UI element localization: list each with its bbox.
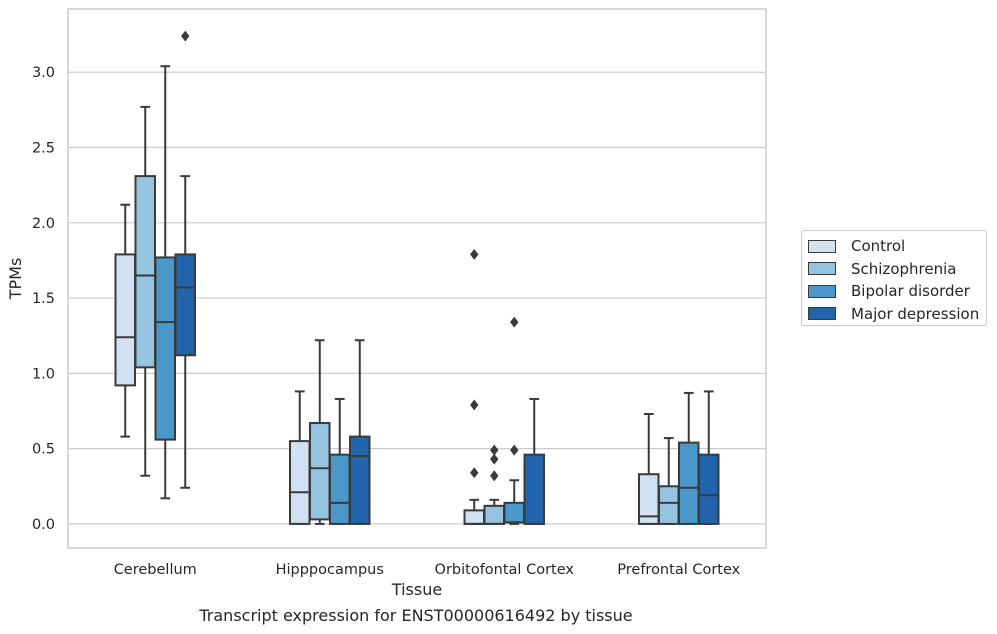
- x-tick-label: Hipppocampus: [276, 562, 384, 578]
- box-body: [349, 435, 371, 525]
- box-major-depression-prefrontal-cortex: [698, 390, 720, 525]
- box-bipolar-disorder-cerebellum: [154, 65, 176, 500]
- box-body: [134, 175, 156, 369]
- box-body: [698, 453, 720, 525]
- legend-swatch-major-depression: [808, 307, 836, 321]
- outlier-point: [470, 467, 479, 479]
- y-tick-label: 0.0: [32, 517, 55, 533]
- y-tick-label: 2.0: [32, 216, 55, 232]
- x-axis-label: Tissue: [391, 580, 442, 599]
- y-tick-label: 1.0: [32, 366, 55, 382]
- legend-label-control: Control: [851, 237, 906, 256]
- outlier-point: [490, 470, 499, 482]
- box-bipolar-disorder-orbitofontal-cortex: [503, 316, 525, 525]
- legend-label-major-depression: Major depression: [851, 304, 980, 323]
- outlier-point: [510, 316, 519, 328]
- box-body: [658, 485, 680, 525]
- box-major-depression-hipppocampus: [349, 339, 371, 525]
- box-schizophrenia-cerebellum: [134, 105, 156, 477]
- box-body: [329, 453, 351, 525]
- x-tick-label: Prefrontal Cortex: [617, 562, 740, 578]
- legend: Control Schizophrenia Bipolar disorder M…: [801, 230, 987, 326]
- legend-label-schizophrenia: Schizophrenia: [851, 259, 957, 278]
- box-body: [114, 253, 136, 387]
- outlier-point: [470, 248, 479, 260]
- x-tick-label: Cerebellum: [114, 562, 197, 578]
- box-schizophrenia-hipppocampus: [309, 339, 331, 525]
- box-control-hipppocampus: [289, 390, 311, 525]
- box-schizophrenia-prefrontal-cortex: [658, 437, 680, 525]
- legend-item-control: Control: [808, 235, 986, 258]
- legend-item-schizophrenia: Schizophrenia: [808, 258, 986, 281]
- y-tick-label: 2.5: [32, 141, 55, 157]
- box-bipolar-disorder-hipppocampus: [329, 397, 351, 525]
- box-body: [463, 509, 485, 525]
- box-control-prefrontal-cortex: [638, 413, 660, 525]
- outlier-point: [181, 30, 190, 42]
- box-control-orbitofontal-cortex: [463, 248, 485, 525]
- chart-caption: Transcript expression for ENST0000061649…: [199, 606, 633, 625]
- box-body: [503, 501, 525, 524]
- y-tick-label: 0.5: [32, 442, 55, 458]
- outlier-point: [490, 444, 499, 456]
- box-body: [289, 440, 311, 525]
- legend-swatch-bipolar-disorder: [808, 284, 836, 298]
- plot-frame: [67, 8, 767, 549]
- y-tick-label: 3.0: [32, 65, 55, 81]
- outlier-point: [490, 453, 499, 465]
- box-body: [678, 441, 700, 525]
- legend-label-bipolar-disorder: Bipolar disorder: [851, 282, 970, 301]
- legend-swatch-control: [808, 239, 836, 253]
- legend-item-major-depression: Major depression: [808, 303, 986, 326]
- box-control-cerebellum: [114, 203, 136, 438]
- y-tick-label: 1.5: [32, 291, 55, 307]
- box-major-depression-cerebellum: [174, 30, 196, 489]
- outlier-point: [510, 444, 519, 456]
- legend-item-bipolar-disorder: Bipolar disorder: [808, 280, 986, 303]
- y-axis-label: TPMs: [6, 258, 25, 301]
- box-body: [154, 256, 176, 441]
- box-body: [523, 453, 545, 525]
- box-body: [309, 422, 331, 521]
- box-bipolar-disorder-prefrontal-cortex: [678, 391, 700, 525]
- box-schizophrenia-orbitofontal-cortex: [483, 444, 505, 525]
- outlier-point: [470, 399, 479, 411]
- box-body: [174, 253, 196, 357]
- box-major-depression-orbitofontal-cortex: [523, 397, 545, 525]
- x-tick-label: Orbitofontal Cortex: [435, 562, 575, 578]
- box-body: [483, 504, 505, 525]
- legend-swatch-schizophrenia: [808, 262, 836, 276]
